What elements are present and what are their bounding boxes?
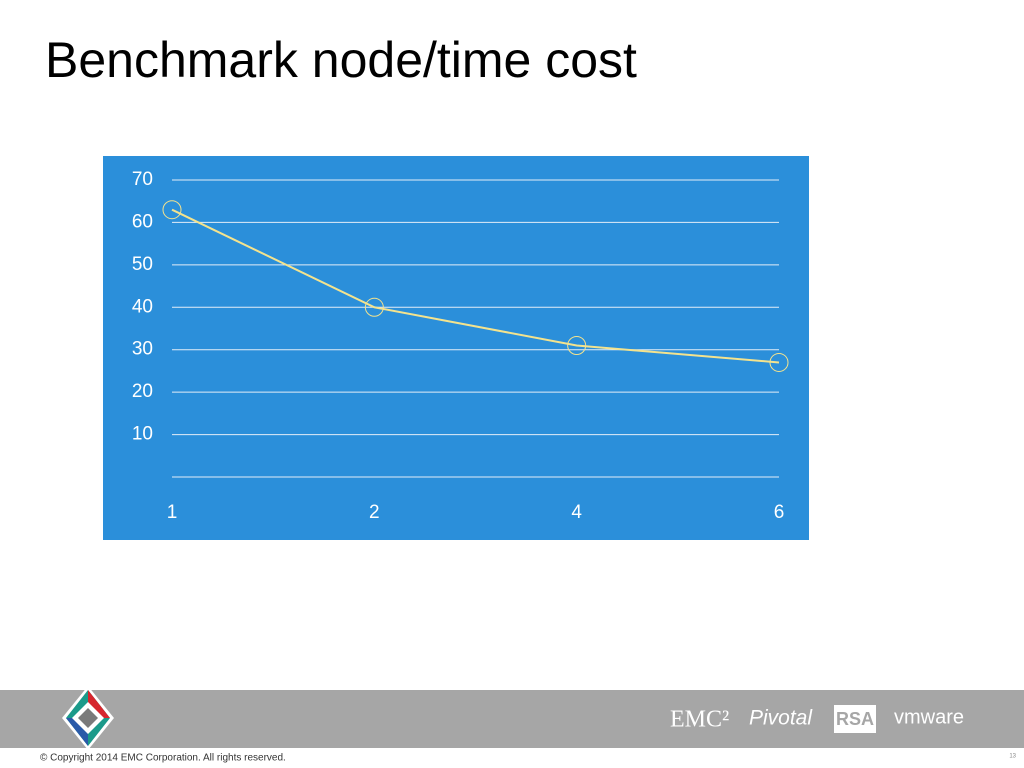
y-tick-label: 70 [132, 169, 153, 190]
y-tick-label: 40 [132, 296, 153, 317]
logo-pivotal: Pivotal [749, 707, 813, 730]
chart-background [103, 156, 809, 540]
x-tick-label: 6 [774, 502, 785, 523]
marker [162, 200, 182, 220]
x-tick-label: 2 [369, 502, 380, 523]
copyright: © Copyright 2014 EMC Corporation. All ri… [40, 753, 286, 764]
marker [769, 352, 789, 372]
slide-title: Benchmark node/time cost [45, 32, 637, 88]
x-tick-label: 4 [571, 502, 582, 523]
logo-vmware: vmware [894, 706, 964, 728]
logo-emc: EMC² [670, 707, 729, 733]
marker [567, 335, 587, 355]
y-tick-label: 30 [132, 339, 153, 360]
y-tick-label: 60 [132, 211, 153, 232]
y-tick-label: 10 [132, 424, 153, 445]
chart: 10 20 30 40 50 60 70 1 2 4 6 [132, 169, 789, 523]
emc-logo-mark [62, 686, 114, 750]
x-tick-label: 1 [167, 502, 178, 523]
y-tick-label: 50 [132, 254, 153, 275]
logo-rsa: RSA [836, 709, 874, 729]
marker [364, 297, 384, 317]
logo-rsa-box [834, 705, 876, 733]
y-tick-label: 20 [132, 381, 153, 402]
line [171, 208, 780, 364]
page-number: 13 [1009, 754, 1016, 760]
